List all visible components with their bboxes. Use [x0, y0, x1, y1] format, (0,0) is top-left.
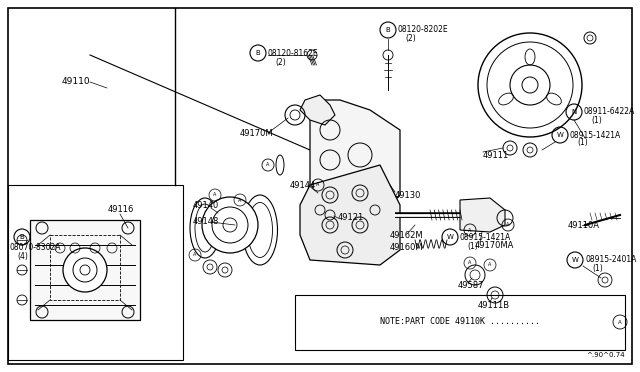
Bar [50, 235, 120, 300]
Text: (1): (1) [467, 241, 477, 250]
Text: A: A [213, 192, 217, 198]
Text: 49110A: 49110A [568, 221, 600, 230]
Text: A: A [488, 263, 492, 267]
Text: N: N [572, 109, 577, 115]
Text: 49111B: 49111B [478, 301, 510, 310]
Text: A: A [618, 320, 622, 324]
Text: (1): (1) [591, 115, 602, 125]
Text: B: B [255, 50, 260, 56]
Polygon shape [300, 165, 400, 265]
Text: W: W [557, 132, 563, 138]
Circle shape [202, 197, 258, 253]
Text: (1): (1) [577, 138, 588, 148]
Text: NOTE:PART CODE 49110K ..........: NOTE:PART CODE 49110K .......... [380, 317, 540, 327]
Text: 08911-6422A: 08911-6422A [584, 108, 636, 116]
Text: 08915-2401A: 08915-2401A [585, 256, 636, 264]
Text: 49170MA: 49170MA [475, 241, 515, 250]
Text: W: W [447, 234, 453, 240]
Text: 49130: 49130 [395, 190, 421, 199]
Bar [8, 185, 183, 360]
Bar [295, 295, 625, 350]
Text: 08915-1421A: 08915-1421A [460, 232, 511, 241]
Text: A: A [193, 253, 196, 257]
Text: 49116: 49116 [108, 205, 134, 215]
Text: 49148: 49148 [193, 218, 220, 227]
Text: A: A [506, 222, 509, 228]
Text: 08120-8162E: 08120-8162E [268, 48, 319, 58]
Text: (1): (1) [592, 264, 603, 273]
Text: (4): (4) [17, 253, 28, 262]
Text: A: A [468, 260, 472, 266]
Text: (2): (2) [275, 58, 285, 67]
Text: A: A [266, 163, 269, 167]
Text: W: W [572, 257, 579, 263]
Text: A: A [468, 228, 472, 232]
Text: B: B [20, 234, 24, 240]
Text: A: A [316, 183, 320, 187]
Text: 49121: 49121 [338, 214, 364, 222]
Text: 49110: 49110 [62, 77, 91, 87]
Text: ^.90^0.74: ^.90^0.74 [586, 352, 625, 358]
Text: 49144: 49144 [290, 180, 316, 189]
Text: 08120-8202E: 08120-8202E [398, 26, 449, 35]
Polygon shape [460, 198, 505, 232]
Text: 08915-1421A: 08915-1421A [570, 131, 621, 140]
Text: 08070-8302A: 08070-8302A [10, 244, 61, 253]
Text: 49170M: 49170M [240, 128, 274, 138]
Polygon shape [310, 100, 400, 215]
Text: 49162M: 49162M [390, 231, 424, 240]
Bar [30, 220, 140, 320]
Text: B: B [386, 27, 390, 33]
Text: 49160M: 49160M [390, 243, 424, 251]
Circle shape [63, 248, 107, 292]
Ellipse shape [276, 155, 284, 175]
Text: 49111: 49111 [483, 151, 509, 160]
Text: (2): (2) [405, 35, 416, 44]
Text: 49587: 49587 [458, 280, 484, 289]
Polygon shape [300, 95, 335, 125]
Text: A: A [238, 198, 242, 202]
Text: 49140: 49140 [193, 202, 220, 211]
